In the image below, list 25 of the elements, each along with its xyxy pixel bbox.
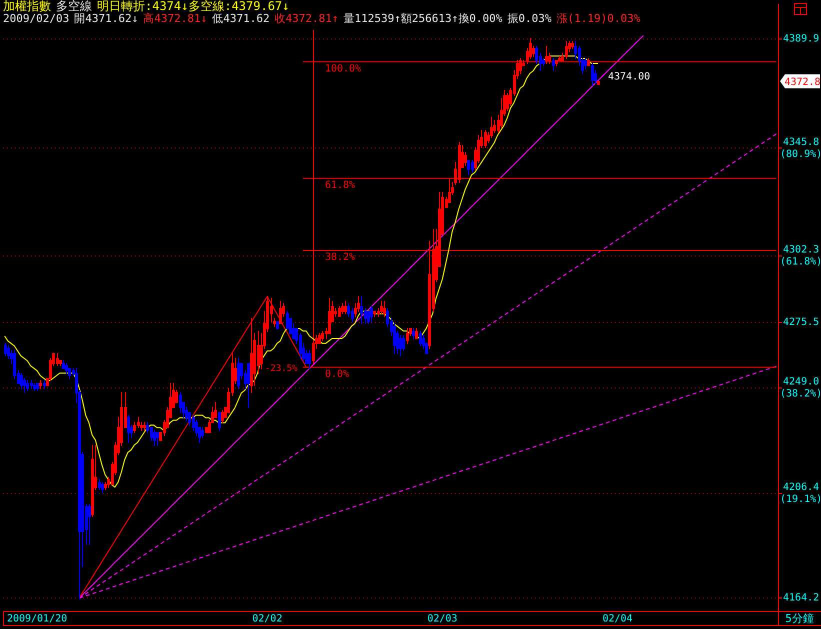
annotation: 2009/02/03 xyxy=(3,12,70,25)
y-tick-label: 4164.2 xyxy=(783,592,820,604)
chart-title: 加權指數 xyxy=(3,0,51,13)
annotation: 明日轉折:4374↓多空線:4379.67↓ xyxy=(97,0,290,13)
y-tick-label: 4345.8 (80.9%) xyxy=(780,136,821,160)
y-tick-label: 4249.0 (38.2%) xyxy=(780,376,821,400)
annotation: 多空線 xyxy=(56,0,92,13)
annotation: 收4372.81↑ xyxy=(274,12,339,25)
series-label: 61.8% xyxy=(324,180,356,192)
y-tick-label: 4206.4 (19.1%) xyxy=(780,482,821,506)
y-tick-label: 4389.9 xyxy=(783,34,820,45)
annotation: 開4371.62↓ xyxy=(74,12,138,25)
annotation: -23.5% xyxy=(265,364,298,374)
y-tick-label: 4275.5 xyxy=(783,316,820,328)
annotation: 漲(1.19)0.03% xyxy=(556,12,640,25)
series-label: 0.0% xyxy=(324,368,350,380)
annotation: 量112539↑額256613↑換0.00% xyxy=(344,12,502,25)
annotation: 高4372.81↓ xyxy=(143,12,208,25)
series-label: 38.2% xyxy=(324,252,356,264)
annotation: 低4371.62 xyxy=(212,12,270,25)
annotation: 4374.00 xyxy=(608,72,650,83)
series-label: 100.0% xyxy=(324,63,362,74)
y-tick-label: 4302.3 (61.8%) xyxy=(780,244,821,268)
annotation: 振0.03% xyxy=(507,12,552,25)
text: 4372.8 xyxy=(784,76,821,88)
